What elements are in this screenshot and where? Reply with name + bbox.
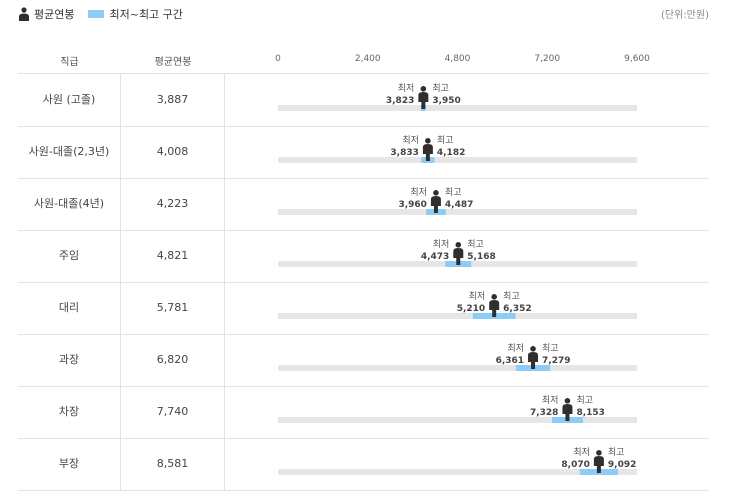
max-value-label: 4,182	[437, 148, 465, 158]
avg-person-head	[455, 242, 462, 248]
salary-table: 직급 평균연봉 사원 (고졸) 3,887 사원-대졸(2,3년) 4,008 사원-대…	[18, 44, 709, 491]
avg-person-head	[491, 294, 497, 300]
avg-salary-cell: 6,820	[121, 334, 225, 386]
min-caption: 최저	[402, 135, 419, 146]
avg-person-head	[596, 450, 602, 456]
avg-person-head	[530, 346, 536, 352]
min-value-label: 6,361	[496, 356, 524, 366]
range-track	[278, 469, 637, 475]
rank-cell: 사원-대졸(4년)	[18, 178, 121, 230]
x-tick-label: 0	[275, 54, 281, 64]
avg-salary-cell: 5,781	[121, 282, 225, 334]
avg-salary-cell: 3,887	[121, 74, 225, 126]
avg-person-body	[489, 300, 500, 317]
min-value-label: 7,328	[530, 408, 558, 418]
min-caption: 최저	[398, 83, 415, 94]
avg-person-body	[593, 456, 604, 473]
range-swatch	[88, 10, 105, 18]
avg-person-body	[422, 144, 433, 161]
x-tick-label: 9,600	[624, 54, 650, 64]
max-caption: 최고	[608, 447, 625, 458]
table-row: 과장 6,820	[18, 334, 709, 387]
min-caption: 최저	[542, 395, 559, 406]
max-value-label: 6,352	[503, 304, 531, 314]
min-caption: 최저	[433, 239, 450, 250]
max-caption: 최고	[542, 343, 559, 354]
table-header: 직급 평균연봉	[18, 44, 709, 74]
rank-cell: 부장	[18, 438, 121, 490]
rank-cell: 대리	[18, 282, 121, 334]
avg-salary-cell: 4,223	[121, 178, 225, 230]
table-row: 대리 5,781	[18, 282, 709, 335]
legend-avg-label: 평균연봉	[34, 8, 75, 21]
table-row: 부장 8,581	[18, 438, 709, 491]
table-row: 사원 (고졸) 3,887	[18, 74, 709, 127]
x-tick-label: 7,200	[534, 54, 560, 64]
range-track	[278, 157, 637, 163]
min-value-label: 4,473	[421, 252, 449, 262]
table-row: 주임 4,821	[18, 230, 709, 283]
rank-cell: 차장	[18, 386, 121, 438]
rank-cell: 사원-대졸(2,3년)	[18, 126, 121, 178]
min-value-label: 3,823	[386, 96, 414, 106]
avg-person-body	[418, 92, 429, 109]
range-track	[278, 417, 637, 423]
max-value-label: 8,153	[576, 408, 604, 418]
avg-person-head	[433, 190, 439, 196]
min-value-label: 3,833	[390, 148, 418, 158]
table-row: 차장 7,740	[18, 386, 709, 439]
max-caption: 최고	[467, 239, 484, 250]
avg-person-body	[453, 248, 464, 265]
avg-person-body	[430, 196, 441, 213]
unit-label: (단위:만원)	[661, 10, 709, 21]
range-track	[278, 105, 637, 111]
legend: 평균연봉 최저~최고 구간	[18, 6, 183, 22]
x-tick-label: 4,800	[445, 54, 471, 64]
max-caption: 최고	[437, 135, 454, 146]
avg-person-head	[425, 138, 431, 144]
rank-cell: 과장	[18, 334, 121, 386]
range-chart: 0 2,400 4,800 7,200 9,600 최저 3,823 최고 3,950 최저 3,8…	[275, 54, 650, 475]
header-rank: 직급	[60, 57, 79, 68]
range-track	[278, 313, 637, 319]
legend-range-label: 최저~최고 구간	[109, 8, 183, 21]
avg-person-body	[562, 404, 573, 421]
max-caption: 최고	[445, 187, 462, 198]
max-value-label: 3,950	[432, 96, 460, 106]
table-row: 사원-대졸(4년) 4,223	[18, 178, 709, 231]
avg-salary-cell: 4,008	[121, 126, 225, 178]
rank-cell: 주임	[18, 230, 121, 282]
max-caption: 최고	[432, 83, 449, 94]
avg-salary-cell: 8,581	[121, 438, 225, 490]
range-track	[278, 365, 637, 371]
max-value-label: 9,092	[608, 460, 636, 470]
avg-person-head	[564, 398, 571, 404]
avg-person-body	[528, 352, 539, 369]
table-row: 사원-대졸(2,3년) 4,008	[18, 126, 709, 179]
max-value-label: 7,279	[542, 356, 570, 366]
max-value-label: 4,487	[445, 200, 473, 210]
min-caption: 최저	[469, 291, 486, 302]
max-caption: 최고	[576, 395, 593, 406]
min-value-label: 8,070	[561, 460, 589, 470]
max-value-label: 5,168	[467, 252, 495, 262]
person-icon	[19, 7, 29, 21]
min-value-label: 5,210	[457, 304, 485, 314]
max-caption: 최고	[503, 291, 520, 302]
min-caption: 최저	[410, 187, 427, 198]
min-caption: 최저	[573, 447, 590, 458]
avg-salary-cell: 7,740	[121, 386, 225, 438]
min-value-label: 3,960	[398, 200, 426, 210]
min-caption: 최저	[507, 343, 524, 354]
header-avg: 평균연봉	[154, 57, 192, 68]
x-tick-label: 2,400	[355, 54, 381, 64]
avg-person-head	[420, 86, 427, 92]
rank-cell: 사원 (고졸)	[18, 74, 121, 126]
avg-salary-cell: 4,821	[121, 230, 225, 282]
range-track	[278, 209, 637, 215]
